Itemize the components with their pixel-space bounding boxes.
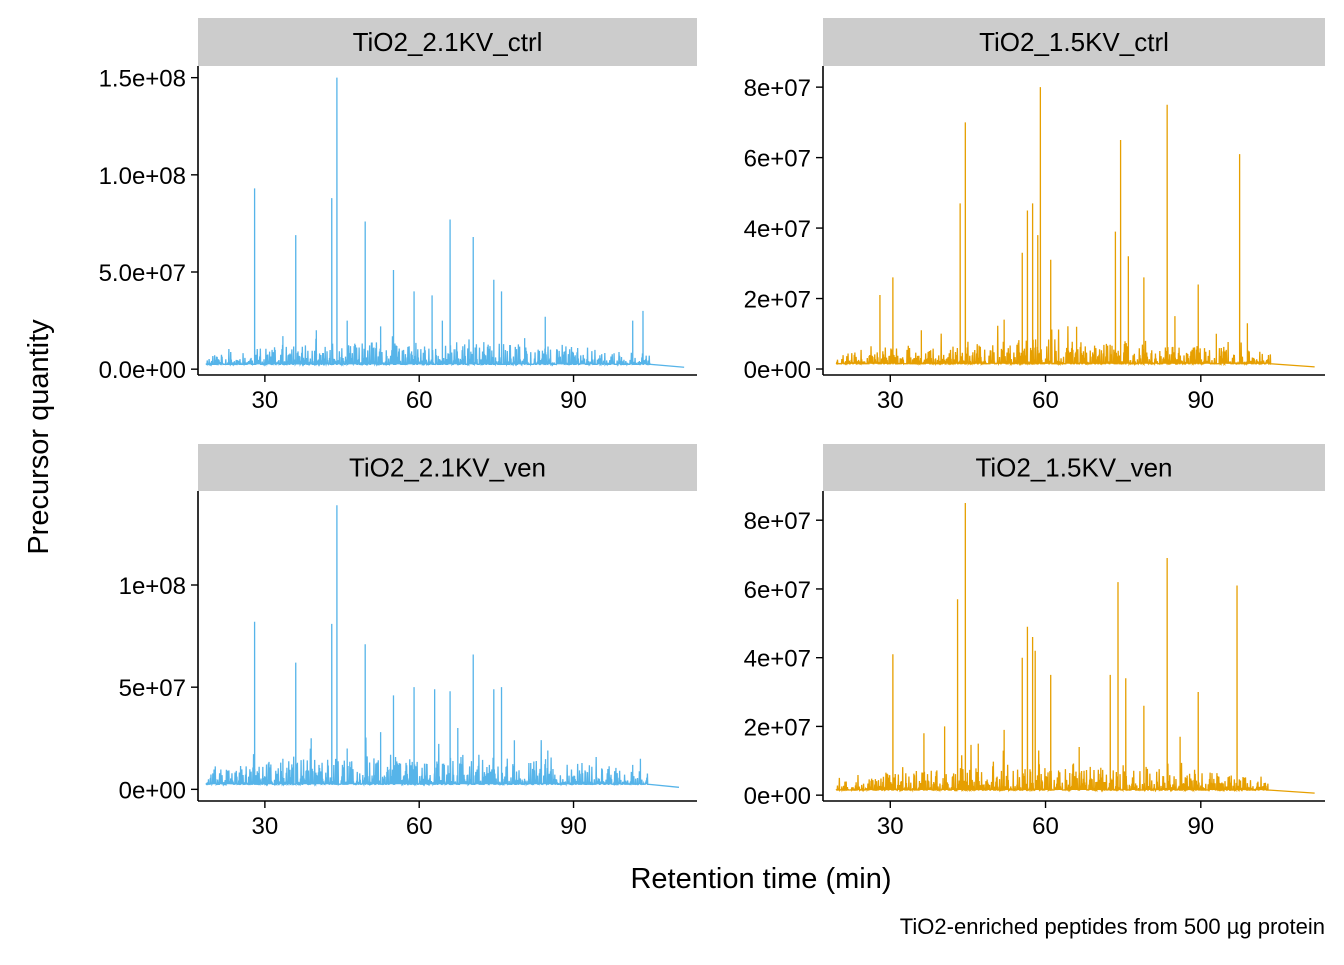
facet-title: TiO2_2.1KV_ven	[349, 453, 546, 483]
x-axis-title: Retention time (min)	[630, 863, 891, 895]
y-tick-label: 2e+07	[744, 714, 811, 741]
facet-title: TiO2_1.5KV_ctrl	[979, 27, 1169, 57]
facet-title: TiO2_1.5KV_ven	[975, 453, 1172, 483]
series-line	[835, 503, 1315, 794]
series-line	[205, 77, 685, 368]
facet-panel-1: TiO2_2.1KV_ctrl 0.0e+00 5.0e+07 1.0e+08 1.5e…	[99, 18, 697, 414]
y-tick-label: 8e+07	[744, 508, 811, 535]
y-tick-label: 0e+00	[119, 777, 186, 804]
figure-caption: TiO2-enriched peptides from 500 µg prote…	[900, 914, 1325, 939]
x-tick-label: 90	[560, 387, 587, 414]
y-tick-label: 5.0e+07	[99, 260, 186, 287]
facet-strip	[823, 444, 1325, 491]
facet-title: TiO2_2.1KV_ctrl	[353, 27, 543, 57]
x-tick-label: 60	[406, 813, 433, 840]
y-tick-label: 4e+07	[744, 646, 811, 673]
y-tick-label: 6e+07	[744, 146, 811, 173]
y-tick-label: 0e+00	[744, 783, 811, 810]
y-tick-label: 1.5e+08	[99, 66, 186, 93]
y-tick-label: 2e+07	[744, 287, 811, 314]
y-tick-label: 5e+07	[119, 675, 186, 702]
y-tick-label: 0e+00	[744, 357, 811, 384]
y-tick-label: 4e+07	[744, 216, 811, 243]
x-tick-label: 30	[877, 387, 904, 414]
x-tick-label: 30	[877, 813, 904, 840]
facet-panel-4: TiO2_1.5KV_ven 0e+00 2e+07 4e+07 6e+07 8e+07 3…	[744, 444, 1325, 840]
series-line	[835, 87, 1315, 368]
x-tick-label: 90	[1187, 813, 1214, 840]
facet-strip	[198, 444, 697, 491]
y-axis-title: Precursor quantity	[23, 319, 55, 555]
y-tick-label: 6e+07	[744, 577, 811, 604]
y-tick-label: 1e+08	[119, 573, 186, 600]
x-tick-label: 90	[1187, 387, 1214, 414]
y-tick-label: 8e+07	[744, 75, 811, 102]
x-tick-label: 60	[1032, 387, 1059, 414]
x-tick-label: 30	[252, 813, 279, 840]
facet-strip	[198, 18, 697, 66]
y-tick-label: 1.0e+08	[99, 163, 186, 190]
series-line	[205, 505, 680, 788]
x-tick-label: 90	[560, 813, 587, 840]
x-tick-label: 60	[406, 387, 433, 414]
facet-strip	[823, 18, 1325, 66]
x-tick-label: 60	[1032, 813, 1059, 840]
y-tick-label: 0.0e+00	[99, 357, 186, 384]
x-tick-label: 30	[252, 387, 279, 414]
facet-panel-3: TiO2_2.1KV_ven 0e+00 5e+07 1e+08 30 60 90	[119, 444, 697, 840]
facet-panel-2: TiO2_1.5KV_ctrl 0e+00 2e+07 4e+07 6e+07 8e+07…	[744, 18, 1325, 414]
